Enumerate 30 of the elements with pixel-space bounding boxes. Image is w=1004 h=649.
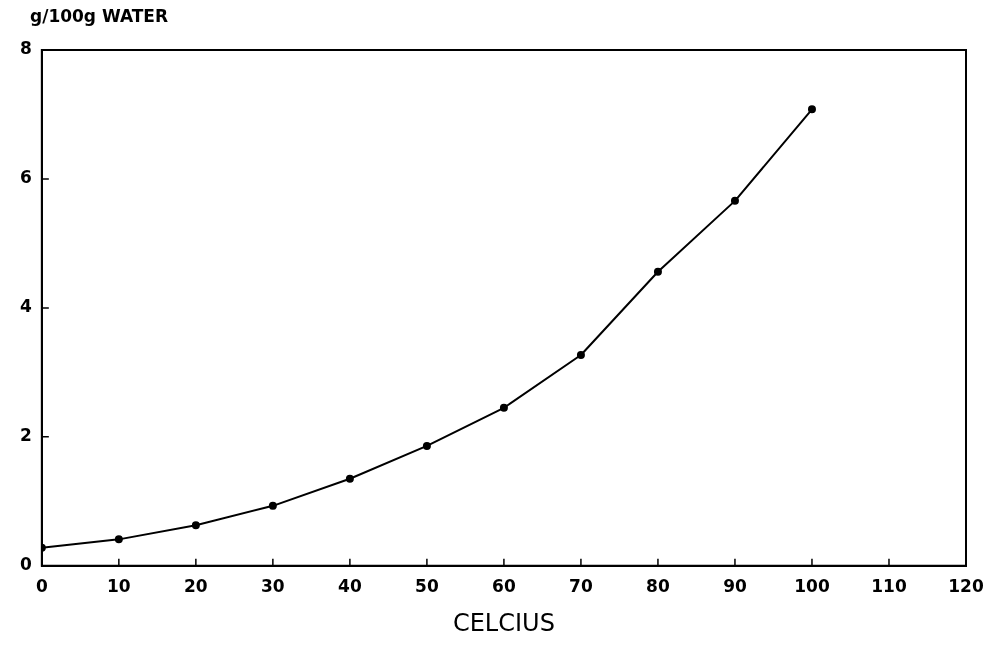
x-tick-label: 100 <box>794 576 830 597</box>
x-tick-label: 120 <box>948 576 984 597</box>
point <box>422 441 431 450</box>
y-tick-label: 0 <box>19 554 32 575</box>
x-tick-label: 60 <box>492 576 516 597</box>
x-tick-label: 70 <box>569 576 593 597</box>
x-tick-label: 50 <box>415 576 439 597</box>
point <box>807 105 816 114</box>
point <box>576 350 585 359</box>
point <box>268 501 277 510</box>
point <box>114 535 123 544</box>
y-tick-label: 4 <box>19 296 32 317</box>
x-tick-label: 40 <box>338 576 362 597</box>
point <box>345 474 354 483</box>
y-tick-label: 2 <box>19 425 32 446</box>
x-tick-label: 0 <box>35 576 48 597</box>
point <box>191 521 200 530</box>
x-tick-label: 80 <box>646 576 670 597</box>
x-tick-label: 10 <box>107 576 131 597</box>
y-axis-title: g/100g WATER <box>30 6 169 26</box>
x-tick-label: 20 <box>184 576 208 597</box>
x-tick-label: 30 <box>261 576 285 597</box>
y-tick-label: 6 <box>19 167 32 188</box>
point <box>653 267 662 276</box>
point <box>499 403 508 412</box>
x-axis-title: CELCIUS <box>452 608 555 637</box>
x-tick-label: 90 <box>723 576 747 597</box>
point <box>730 196 739 205</box>
y-tick-label: 8 <box>19 38 32 59</box>
x-tick-label: 110 <box>871 576 907 597</box>
